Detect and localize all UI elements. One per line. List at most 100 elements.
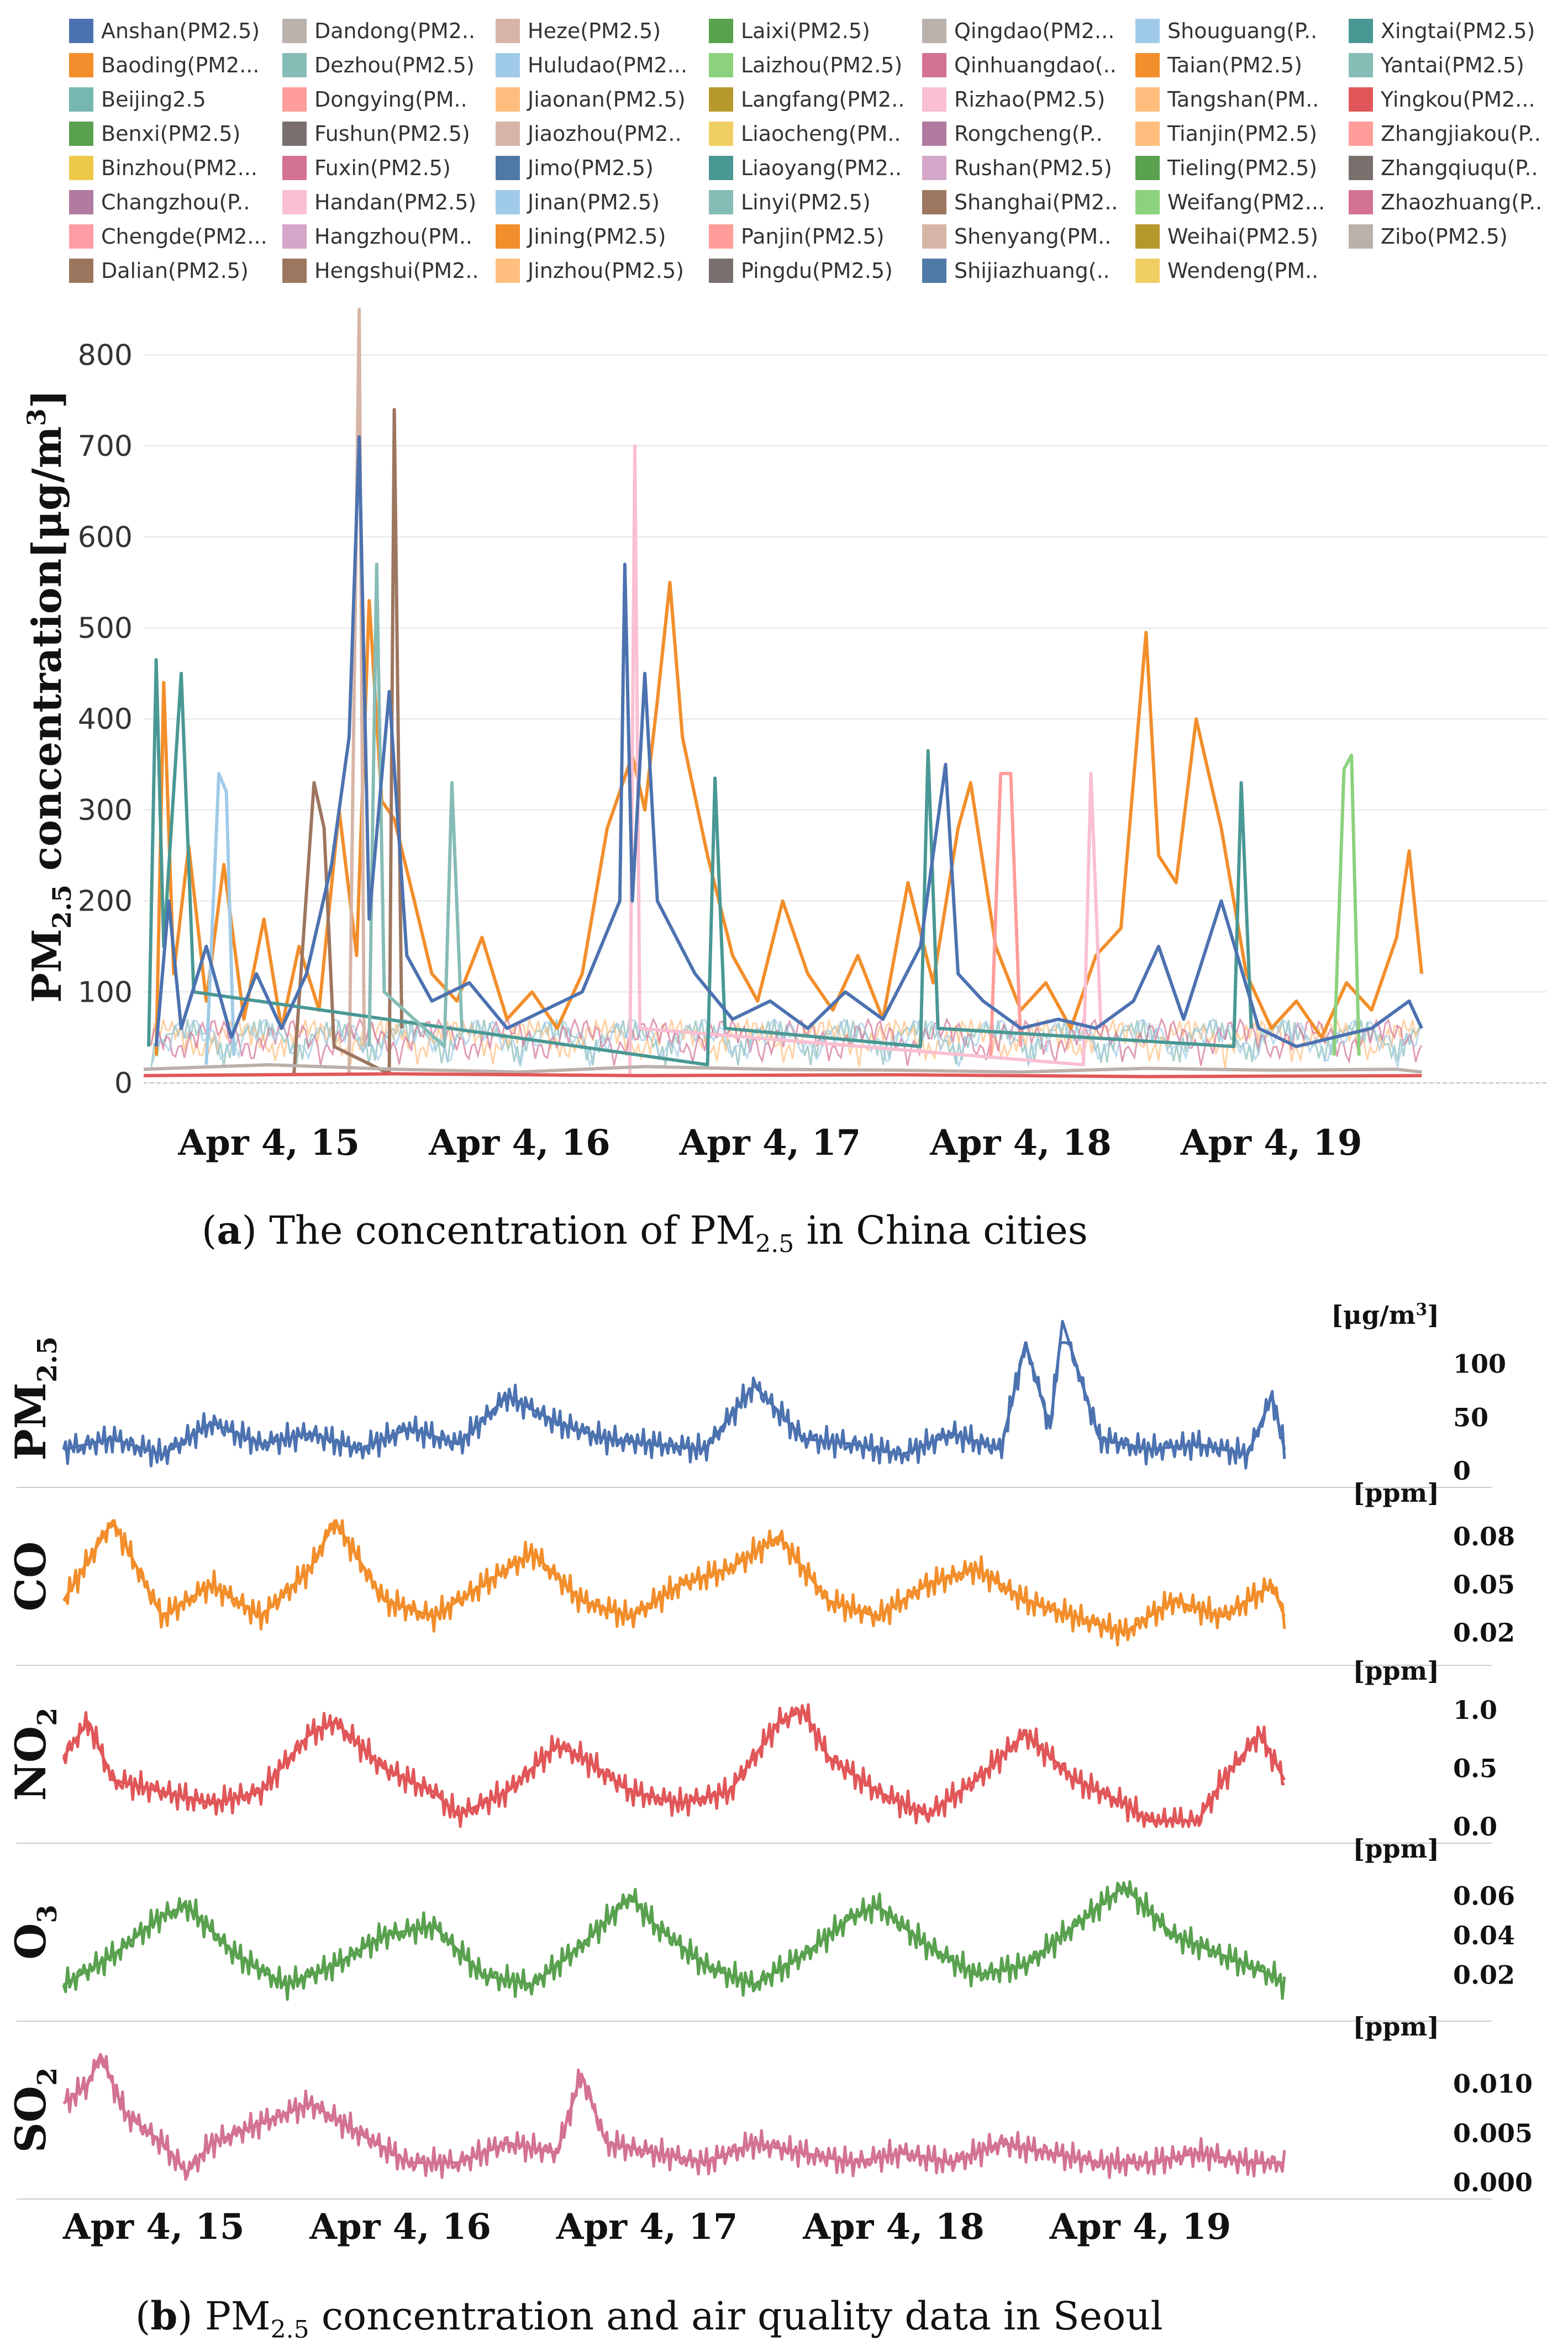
legend-label: Jining(PM2.5) xyxy=(528,224,666,249)
legend-swatch xyxy=(1349,87,1373,112)
caption-a: (a) The concentration of PM2.5 in China … xyxy=(202,1207,1088,1258)
legend-swatch xyxy=(922,19,946,43)
legend-item[interactable]: Anshan(PM2.5) xyxy=(69,15,260,46)
legend-label: Benxi(PM2.5) xyxy=(101,122,241,146)
panel-peak-line xyxy=(63,1319,1286,1456)
legend-swatch xyxy=(282,53,307,77)
legend-item[interactable]: Jinan(PM2.5) xyxy=(496,187,660,218)
legend-item[interactable]: Zhangqiuqu(P.. xyxy=(1349,152,1538,183)
panel-tick-label: 1.0 xyxy=(1453,1695,1497,1725)
legend-label: Weihai(PM2.5) xyxy=(1167,224,1318,249)
legend-item[interactable]: Linyi(PM2.5) xyxy=(709,187,871,218)
legend-label: Panjin(PM2.5) xyxy=(741,224,885,249)
legend-label: Tianjin(PM2.5) xyxy=(1167,122,1317,146)
panel-unit: [ppm] xyxy=(1353,2012,1439,2042)
legend-item[interactable]: Shenyang(PM.. xyxy=(922,221,1111,252)
legend-swatch xyxy=(282,156,307,180)
legend-swatch xyxy=(282,87,307,112)
legend-item[interactable]: Jimo(PM2.5) xyxy=(496,152,654,183)
legend-item[interactable]: Jiaozhou(PM2.. xyxy=(496,118,682,149)
legend-label: Shanghai(PM2.. xyxy=(954,190,1118,214)
legend-label: Pingdu(PM2.5) xyxy=(741,259,893,283)
legend-item[interactable]: Yingkou(PM2... xyxy=(1349,84,1535,115)
seoul-air-quality-chart: PM2.5 [μg/m3] 0 50 100 CO [ppm] 0.02 0.05 0.08 NO2… xyxy=(6,1300,1533,2248)
legend-item[interactable]: Fuxin(PM2.5) xyxy=(282,152,451,183)
legend-item[interactable]: Langfang(PM2.. xyxy=(709,84,904,115)
legend-swatch xyxy=(709,19,733,43)
legend-item[interactable]: Zibo(PM2.5) xyxy=(1349,221,1508,252)
legend-item[interactable]: Liaoyang(PM2.. xyxy=(709,152,902,183)
legend-item[interactable]: Hangzhou(PM.. xyxy=(282,221,472,252)
legend-item[interactable]: Liaocheng(PM.. xyxy=(709,118,901,149)
legend-item[interactable]: Rongcheng(P.. xyxy=(922,118,1103,149)
panel-series-line xyxy=(62,1341,1286,1470)
legend-item[interactable]: Weihai(PM2.5) xyxy=(1135,221,1318,252)
legend-label: Jiaozhou(PM2.. xyxy=(528,122,682,146)
legend-item[interactable]: Jiaonan(PM2.5) xyxy=(496,84,686,115)
legend-item[interactable]: Taian(PM2.5) xyxy=(1135,50,1302,81)
legend-label: Rizhao(PM2.5) xyxy=(954,87,1106,112)
legend-item[interactable]: Zhaozhuang(P.. xyxy=(1349,187,1542,218)
legend-swatch xyxy=(1349,156,1373,180)
legend-item[interactable]: Jinzhou(PM2.5) xyxy=(496,255,684,286)
legend-item[interactable]: Yantai(PM2.5) xyxy=(1349,50,1524,81)
legend-item[interactable]: Changzhou(P.. xyxy=(69,187,250,218)
legend-item[interactable]: Wendeng(PM.. xyxy=(1135,255,1318,286)
legend-item[interactable]: Tangshan(PM.. xyxy=(1135,84,1319,115)
legend-item[interactable]: Huludao(PM2... xyxy=(496,50,687,81)
legend-item[interactable]: Fushun(PM2.5) xyxy=(282,118,470,149)
legend-item[interactable]: Dezhou(PM2.5) xyxy=(282,50,475,81)
legend-swatch xyxy=(709,190,733,214)
legend-item[interactable]: Zhangjiakou(P.. xyxy=(1349,118,1541,149)
legend-swatch xyxy=(1135,87,1160,112)
legend-swatch xyxy=(496,156,520,180)
panel-tick-label: 0.05 xyxy=(1453,1570,1515,1600)
legend-item[interactable]: Dalian(PM2.5) xyxy=(69,255,249,286)
series-line xyxy=(143,1063,1422,1074)
legend-item[interactable]: Laizhou(PM2.5) xyxy=(709,50,902,81)
legend-item[interactable]: Xingtai(PM2.5) xyxy=(1349,15,1535,46)
legend-item[interactable]: Hengshui(PM2.. xyxy=(282,255,479,286)
legend-item[interactable]: Shijiazhuang(.. xyxy=(922,255,1110,286)
legend-item[interactable]: Heze(PM2.5) xyxy=(496,15,661,46)
series-line xyxy=(1332,754,1361,1056)
legend-label: Jimo(PM2.5) xyxy=(528,156,654,180)
x-tick-label: Apr 4, 18 xyxy=(802,2206,985,2248)
legend-item[interactable]: Rushan(PM2.5) xyxy=(922,152,1112,183)
legend-item[interactable]: Baoding(PM2... xyxy=(69,50,259,81)
legend-item[interactable]: Dongying(PM.. xyxy=(282,84,467,115)
legend-item[interactable]: Dandong(PM2.. xyxy=(282,15,475,46)
caption-b-label: b xyxy=(150,2293,178,2339)
legend-swatch xyxy=(922,190,946,214)
legend-item[interactable]: Pingdu(PM2.5) xyxy=(709,255,893,286)
y-tick-label: 300 xyxy=(78,794,133,827)
legend-item[interactable]: Panjin(PM2.5) xyxy=(709,221,885,252)
legend-item[interactable]: Rizhao(PM2.5) xyxy=(922,84,1105,115)
legend-swatch xyxy=(69,19,93,43)
legend-swatch xyxy=(922,122,946,146)
legend-label: Jiaonan(PM2.5) xyxy=(528,87,686,112)
legend-item[interactable]: Qinhuangdao(.. xyxy=(922,50,1117,81)
panel-tick-label: 50 xyxy=(1453,1402,1488,1432)
legend-item[interactable]: Shouguang(P.. xyxy=(1135,15,1317,46)
legend-item[interactable]: Binzhou(PM2... xyxy=(69,152,257,183)
legend-item[interactable]: Qingdao(PM2... xyxy=(922,15,1114,46)
legend-item[interactable]: Beijing2.5 xyxy=(69,84,206,115)
legend-label: Chengde(PM2... xyxy=(101,224,267,249)
legend-swatch xyxy=(709,122,733,146)
legend-item[interactable]: Laixi(PM2.5) xyxy=(709,15,870,46)
legend-item[interactable]: Tieling(PM2.5) xyxy=(1135,152,1317,183)
legend-item[interactable]: Weifang(PM2... xyxy=(1135,187,1325,218)
legend-item[interactable]: Jining(PM2.5) xyxy=(496,221,666,252)
legend-item[interactable]: Shanghai(PM2.. xyxy=(922,187,1118,218)
legend-swatch xyxy=(282,259,307,283)
legend-swatch xyxy=(1135,224,1160,249)
legend-item[interactable]: Chengde(PM2... xyxy=(69,221,267,252)
legend-item[interactable]: Handan(PM2.5) xyxy=(282,187,476,218)
series-line xyxy=(204,772,236,1065)
legend-item[interactable]: Tianjin(PM2.5) xyxy=(1135,118,1317,149)
y-tick-label: 700 xyxy=(78,430,133,463)
legend-label: Rongcheng(P.. xyxy=(954,122,1103,146)
legend-label: Wendeng(PM.. xyxy=(1167,259,1319,283)
legend-item[interactable]: Benxi(PM2.5) xyxy=(69,118,240,149)
